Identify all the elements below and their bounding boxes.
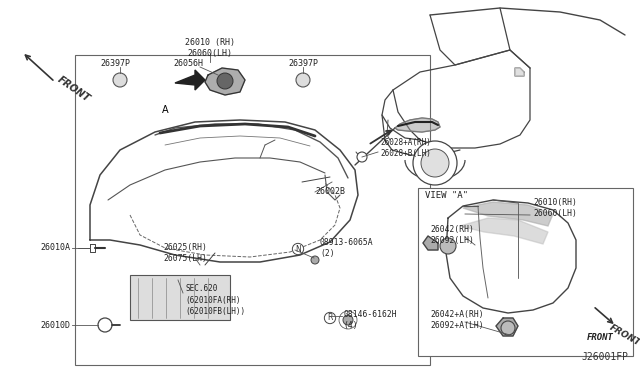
Text: N: N [295, 244, 301, 253]
Text: SEC.620
(62010FA(RH)
(62010FB(LH)): SEC.620 (62010FA(RH) (62010FB(LH)) [185, 285, 245, 315]
Circle shape [413, 141, 457, 185]
Text: 08913-6065A
(2): 08913-6065A (2) [320, 238, 374, 258]
Text: 26028+A(RH)
26028+B(LH): 26028+A(RH) 26028+B(LH) [380, 138, 431, 158]
Polygon shape [496, 318, 518, 336]
Circle shape [501, 321, 515, 335]
Text: 26010 (RH)
26060(LH): 26010 (RH) 26060(LH) [185, 38, 235, 58]
Text: J26001FP: J26001FP [581, 352, 628, 362]
Circle shape [440, 238, 456, 254]
Circle shape [296, 73, 310, 87]
Polygon shape [463, 202, 553, 226]
Text: 26010A: 26010A [40, 244, 70, 253]
Text: VIEW "A": VIEW "A" [425, 192, 468, 201]
Text: 26042+A(RH)
26092+A(LH): 26042+A(RH) 26092+A(LH) [430, 310, 484, 330]
Polygon shape [175, 70, 205, 90]
Text: 26056H: 26056H [173, 58, 203, 67]
Circle shape [357, 152, 367, 162]
Circle shape [98, 318, 112, 332]
Text: R: R [327, 314, 333, 323]
Text: FRONT: FRONT [608, 323, 640, 348]
Text: FRONT: FRONT [56, 74, 92, 103]
Circle shape [421, 149, 449, 177]
Polygon shape [515, 68, 524, 76]
Polygon shape [423, 236, 438, 250]
Bar [75, 55, 430, 365]
Polygon shape [395, 118, 440, 132]
Text: 26397P: 26397P [288, 58, 318, 67]
Text: 26397P: 26397P [100, 58, 130, 67]
Bar [418, 188, 633, 356]
Text: A: A [162, 105, 168, 115]
Text: 08146-6162H
(4): 08146-6162H (4) [343, 310, 397, 330]
Polygon shape [205, 68, 245, 95]
Circle shape [113, 73, 127, 87]
Text: 26010(RH)
26060(LH): 26010(RH) 26060(LH) [533, 198, 577, 218]
Text: 26002B: 26002B [315, 187, 345, 196]
Circle shape [311, 256, 319, 264]
Bar [130, 275, 230, 320]
Text: 26042(RH)
26092(LH): 26042(RH) 26092(LH) [430, 225, 474, 245]
Circle shape [217, 73, 233, 89]
Text: FRONT: FRONT [587, 334, 613, 343]
Circle shape [343, 315, 353, 325]
Text: 26010D: 26010D [40, 321, 70, 330]
Text: 26025(RH)
26075(LH): 26025(RH) 26075(LH) [163, 243, 207, 263]
Polygon shape [460, 218, 548, 244]
